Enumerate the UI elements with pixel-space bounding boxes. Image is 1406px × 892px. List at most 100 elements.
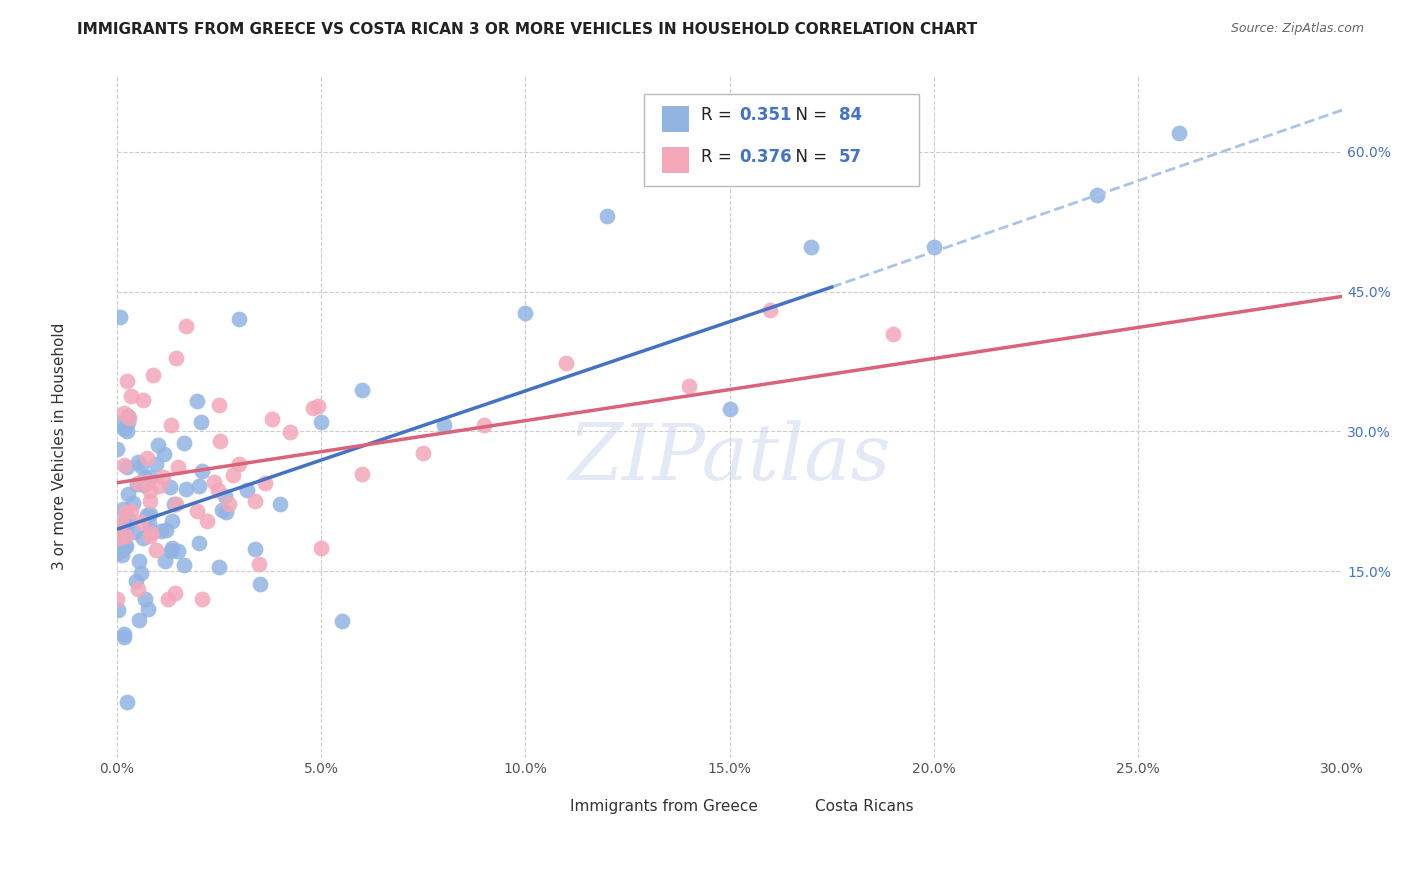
Point [107,417,129,431]
FancyBboxPatch shape [662,147,689,173]
Point [474,417,496,432]
Point [139,507,162,521]
Point [112,458,135,473]
Point [245,541,267,556]
Point [145,543,167,558]
Point [139,529,162,543]
Point [145,457,167,471]
Point [114,505,136,519]
Point [245,494,267,508]
Text: 84: 84 [838,106,862,124]
Text: IMMIGRANTS FROM GREECE VS COSTA RICAN 3 OR MORE VEHICLES IN HOUSEHOLD CORRELATIO: IMMIGRANTS FROM GREECE VS COSTA RICAN 3 … [77,22,977,37]
Point [228,311,250,326]
Point [202,475,225,489]
Point [157,592,180,607]
Point [186,394,208,409]
Point [173,436,195,450]
Point [110,515,132,529]
Point [302,401,325,415]
Point [128,554,150,568]
Text: Costa Ricans: Costa Ricans [815,799,914,814]
Point [134,591,156,606]
Point [105,546,128,560]
Point [111,548,134,562]
Point [1085,188,1108,202]
Point [162,541,184,555]
Point [195,514,218,528]
Point [139,484,162,499]
Point [153,554,176,568]
FancyBboxPatch shape [662,106,689,132]
Point [129,458,152,473]
Point [174,482,197,496]
Point [112,406,135,420]
Point [211,502,233,516]
Point [117,409,139,423]
Point [209,434,232,448]
Text: R =: R = [702,148,737,166]
Text: 3 or more Vehicles in Household: 3 or more Vehicles in Household [52,322,66,570]
Point [112,630,135,644]
Point [127,475,149,490]
Point [159,480,181,494]
Point [922,240,945,254]
Point [253,476,276,491]
Point [128,613,150,627]
Point [115,459,138,474]
Point [222,468,245,483]
Text: N =: N = [785,148,832,166]
Point [596,209,619,223]
Point [153,446,176,460]
Point [155,523,177,537]
Point [167,459,190,474]
Point [555,356,578,370]
Point [249,557,271,571]
Point [136,602,159,616]
Point [111,502,134,516]
Point [107,531,129,545]
Point [115,539,138,553]
Point [115,525,138,540]
Point [236,483,259,498]
Text: 0.376: 0.376 [740,148,792,166]
Point [160,543,183,558]
Point [112,516,135,530]
Point [350,384,373,398]
Point [350,467,373,481]
Point [167,544,190,558]
Point [191,464,214,478]
Point [759,303,782,318]
Point [138,494,160,508]
Point [118,514,141,528]
Point [148,478,170,492]
Point [309,415,332,429]
Point [115,529,138,543]
Point [1167,126,1189,140]
Point [191,592,214,607]
Point [139,469,162,483]
Point [136,450,159,465]
Point [132,392,155,407]
Point [111,542,134,557]
Text: Immigrants from Greece: Immigrants from Greece [571,799,758,814]
Point [159,417,181,432]
Point [218,497,240,511]
Point [129,566,152,580]
Point [190,416,212,430]
Point [262,412,284,426]
Point [127,582,149,596]
Point [124,525,146,540]
Point [127,476,149,491]
Point [131,531,153,545]
Point [800,240,823,254]
Point [186,504,208,518]
Point [165,351,187,365]
Point [135,508,157,522]
Point [112,627,135,641]
Point [142,368,165,382]
FancyBboxPatch shape [540,798,561,815]
Point [108,310,131,325]
Point [412,446,434,460]
Point [127,455,149,469]
Point [138,516,160,530]
